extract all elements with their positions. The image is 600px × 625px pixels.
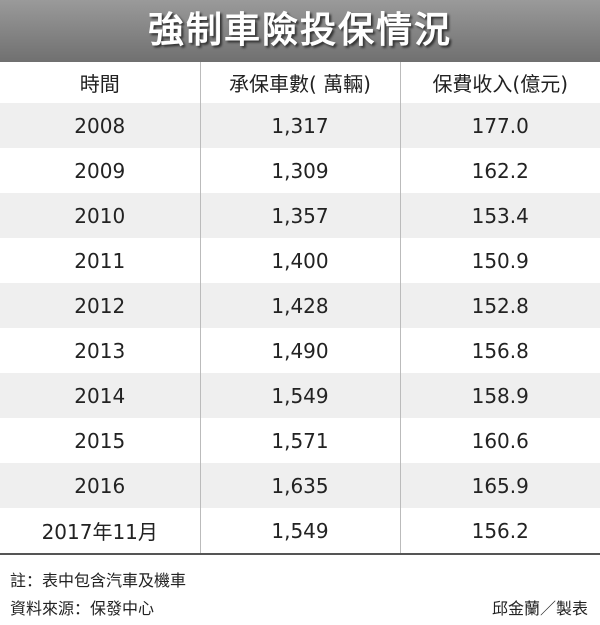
table-cell: 2014 (74, 383, 126, 408)
table-cell: 1,309 (199, 148, 400, 193)
table-cell: 1,571 (199, 418, 400, 463)
table-cell: 156.2 (399, 508, 600, 554)
table-cell: 177.0 (399, 103, 600, 148)
table-cell: 2009 (74, 158, 126, 183)
table-cell: 1,317 (199, 103, 400, 148)
table-cell: 1,428 (199, 283, 400, 328)
table-cell: 1,549 (199, 508, 400, 554)
table-cell: 150.9 (399, 238, 600, 283)
column-header: 承保車數( 萬輛) (199, 62, 400, 103)
data-table: 時間 承保車數( 萬輛) 保費收入(億元) 2008 1,317 177.0 2009 1,… (0, 62, 600, 555)
table-cell: 2015 (74, 428, 126, 453)
table-cell: 152.8 (399, 283, 600, 328)
table-cell: 1,357 (199, 193, 400, 238)
source: 資料來源：保發中心 (10, 599, 155, 618)
table-row: 2016 1,635 165.9 (0, 463, 600, 508)
table-cell: 156.8 (399, 328, 600, 373)
table-row: 2017年11月 1,549 156.2 (0, 508, 600, 554)
column-header: 時間 (79, 72, 120, 96)
table-cell: 1,490 (199, 328, 400, 373)
table-row: 2012 1,428 152.8 (0, 283, 600, 328)
table-cell: 2010 (74, 203, 126, 228)
table-cell: 1,549 (199, 373, 400, 418)
header-row: 時間 承保車數( 萬輛) 保費收入(億元) (0, 62, 600, 103)
table-cell: 162.2 (399, 148, 600, 193)
table-cell: 165.9 (399, 463, 600, 508)
table-row: 2010 1,357 153.4 (0, 193, 600, 238)
credit: 邱金蘭／製表 (491, 599, 588, 618)
table-row: 2009 1,309 162.2 (0, 148, 600, 193)
table-cell: 1,400 (199, 238, 400, 283)
table-cell: 2008 (74, 113, 126, 138)
table-cell: 2017年11月 (41, 520, 158, 544)
note: 註：表中包含汽車及機車 (10, 571, 187, 590)
table-body: 2008 1,317 177.0 2009 1,309 162.2 2010 1,357 153… (0, 103, 600, 554)
table-row: 2008 1,317 177.0 (0, 103, 600, 148)
table-row: 2013 1,490 156.8 (0, 328, 600, 373)
table-cell: 1,635 (199, 463, 400, 508)
table-cell: 2016 (74, 473, 126, 498)
table-row: 2015 1,571 160.6 (0, 418, 600, 463)
table-row: 2011 1,400 150.9 (0, 238, 600, 283)
table-cell: 2012 (74, 293, 126, 318)
column-header: 保費收入(億元) (399, 62, 600, 103)
table-cell: 153.4 (399, 193, 600, 238)
table-row: 2014 1,549 158.9 (0, 373, 600, 418)
title: 強制車險投保情況 (0, 0, 600, 62)
table-cell: 2011 (74, 248, 126, 273)
table-cell: 160.6 (399, 418, 600, 463)
footer: 註：表中包含汽車及機車 資料來源：保發中心 邱金蘭／製表 (0, 555, 600, 623)
table-cell: 158.9 (399, 373, 600, 418)
table-cell: 2013 (74, 338, 126, 363)
